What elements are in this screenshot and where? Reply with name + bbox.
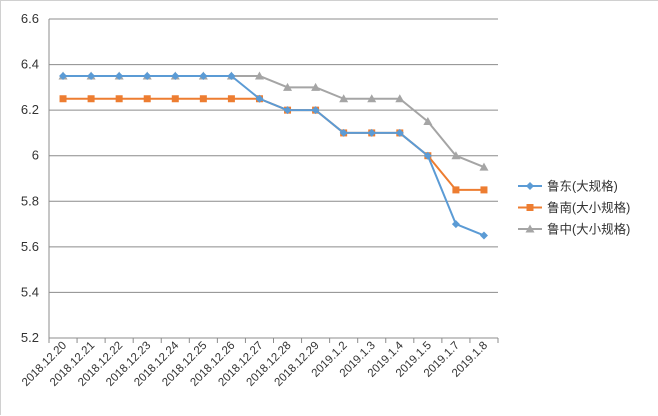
data-point-diamond [87,71,96,80]
y-tick-label: 5.4 [21,284,39,299]
data-point-diamond [526,182,534,190]
data-point-square [59,95,67,103]
data-point-square [115,95,123,103]
data-point-triangle [254,71,264,80]
data-point-triangle [283,82,293,91]
data-point-triangle [339,94,349,103]
data-point-triangle [311,82,321,91]
data-point-diamond [283,106,292,115]
legend-label: 鲁中(大小规格) [547,222,630,237]
data-point-diamond [311,106,320,115]
data-point-square [87,95,95,103]
y-tick-label: 5.6 [21,239,39,254]
data-point-diamond [171,71,180,80]
data-point-diamond [395,128,404,137]
data-point-diamond [451,220,460,229]
legend-label: 鲁东(大规格) [547,179,618,194]
data-point-diamond [143,71,152,80]
y-tick-label: 6.2 [21,102,39,117]
data-point-triangle [367,94,377,103]
y-tick-label: 6.4 [21,57,39,72]
legend-item-2: 鲁南(大小规格) [518,200,630,215]
data-point-diamond [199,71,208,80]
legend-item-3: 鲁中(大小规格) [518,222,630,237]
series-group [58,71,489,240]
y-axis-ticks: 5.2 5.4 5.6 5.8 6 6.2 6.4 6.6 [21,11,39,345]
data-point-diamond [59,71,68,80]
data-point-square [171,95,179,103]
series-1 [59,71,488,240]
data-point-square [452,186,460,194]
data-point-triangle [479,162,489,171]
data-point-square [143,95,151,103]
data-point-diamond [479,231,488,240]
data-point-square [227,95,235,103]
data-point-diamond [115,71,124,80]
y-tick-label: 5.8 [21,193,39,208]
data-point-square [199,95,207,103]
data-point-triangle [451,151,461,160]
data-point-square [480,186,488,194]
data-point-triangle [423,117,433,126]
data-point-diamond [255,94,264,103]
y-tick-label: 5.2 [21,330,39,345]
legend: 鲁东(大规格) 鲁南(大小规格) 鲁中(大小规格) [518,179,630,237]
y-tick-label: 6.6 [21,11,39,26]
axes [48,19,499,343]
data-point-diamond [227,71,236,80]
data-point-triangle [525,224,535,233]
data-point-diamond [423,151,432,160]
data-point-square [526,204,534,211]
data-point-diamond [339,128,348,137]
legend-label: 鲁南(大小规格) [547,200,630,215]
legend-item-1: 鲁东(大规格) [518,179,618,194]
data-point-triangle [395,94,405,103]
y-tick-label: 6 [32,148,39,163]
series-line [63,74,485,237]
data-point-diamond [367,128,376,137]
